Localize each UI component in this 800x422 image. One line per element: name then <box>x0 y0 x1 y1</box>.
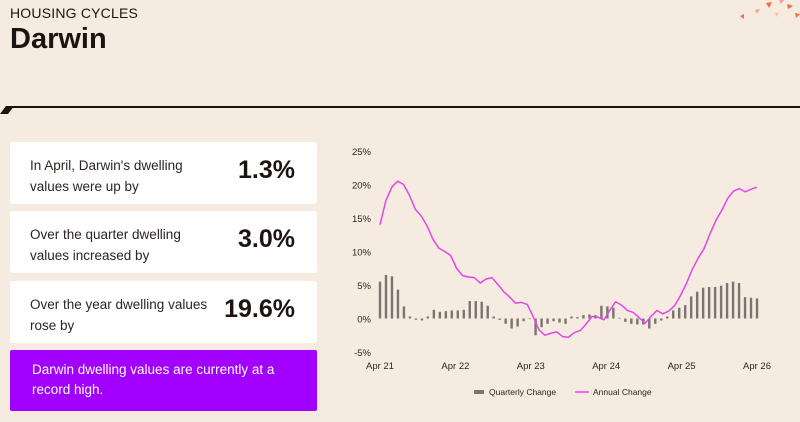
annual-change-line <box>379 180 758 339</box>
quarterly-change-bar <box>444 311 448 319</box>
quarterly-change-bar <box>755 298 759 319</box>
quarterly-change-bar <box>516 318 519 327</box>
quarterly-change-bar <box>612 307 615 319</box>
quarterly-change-bar <box>522 318 525 322</box>
quarterly-change-bar <box>420 318 424 321</box>
quarterly-change-bar <box>648 318 651 329</box>
section-eyebrow: HOUSING CYCLES <box>10 5 139 21</box>
quarterly-change-bar <box>510 318 513 329</box>
quarterly-change-bar <box>534 318 537 336</box>
y-tick-label: 20% <box>352 181 372 192</box>
quarterly-change-bar <box>672 310 675 319</box>
x-tick-label: Apr 22 <box>441 361 469 372</box>
quarterly-change-bar <box>384 274 388 319</box>
quarterly-change-bar <box>450 310 454 319</box>
confetti-decoration <box>740 0 800 19</box>
quarterly-change-bar <box>408 316 412 319</box>
quarterly-change-bar <box>378 281 382 319</box>
quarterly-change-bar <box>414 318 418 320</box>
y-tick-label: 25% <box>352 147 372 158</box>
quarterly-change-bar <box>695 291 699 319</box>
quarterly-change-bar <box>486 305 489 319</box>
stat-text: Over the quarter dwelling values increas… <box>30 227 181 263</box>
quarterly-change-bar <box>630 318 633 324</box>
quarterly-change-bar <box>582 315 585 319</box>
quarterly-change-bar <box>624 318 627 322</box>
quarterly-change-bar <box>540 318 543 328</box>
quarterly-change-bar <box>678 307 681 319</box>
record-high-callout: Darwin dwelling values are currently at … <box>10 350 317 411</box>
quarterly-change-bar <box>636 318 639 325</box>
quarterly-change-bar <box>594 315 597 319</box>
quarterly-change-bar <box>707 287 711 319</box>
quarterly-change-bar <box>474 301 477 319</box>
quarterly-change-bar <box>564 318 567 324</box>
quarterly-change-bar <box>438 311 442 319</box>
stat-text: In April, Darwin's dwelling values were … <box>30 158 183 194</box>
y-tick-label: 10% <box>352 248 372 259</box>
quarterly-change-bar <box>462 309 465 319</box>
y-tick-label: 15% <box>352 214 372 225</box>
quarterly-change-bar <box>600 305 603 319</box>
quarterly-change-bar <box>683 305 687 319</box>
quarterly-change-bar <box>606 306 609 319</box>
quarterly-change-bar <box>456 310 459 319</box>
quarterly-change-bar <box>725 282 729 319</box>
quarterly-change-bar <box>618 317 621 319</box>
quarterly-change-bar <box>546 318 549 324</box>
quarterly-change-bar <box>743 297 747 319</box>
quarterly-change-bar <box>468 301 471 319</box>
page-title: Darwin <box>10 23 107 55</box>
y-tick-label: 0% <box>357 315 371 326</box>
quarterly-change-bar <box>701 287 705 319</box>
header-divider <box>0 106 800 114</box>
quarterly-change-bar <box>749 297 753 319</box>
x-tick-label: Apr 21 <box>366 361 394 372</box>
quarterly-change-bar <box>737 282 741 319</box>
quarterly-change-bar <box>660 318 663 321</box>
quarterly-change-bar <box>731 281 735 319</box>
quarterly-change-bar <box>390 276 394 319</box>
quarterly-change-bar <box>426 316 430 319</box>
quarterly-change-bar <box>588 314 591 319</box>
quarterly-change-bar <box>528 318 531 320</box>
quarterly-change-bar <box>498 318 501 320</box>
quarterly-change-bar <box>492 316 495 319</box>
legend-swatch-quarterly <box>474 390 484 394</box>
quarterly-change-bar <box>666 316 669 319</box>
quarterly-change-bar <box>432 309 436 319</box>
quarterly-change-bar <box>719 285 723 319</box>
stat-value: 3.0% <box>238 225 295 253</box>
y-tick-label: 5% <box>357 281 371 292</box>
legend-label-quarterly: Quarterly Change <box>489 387 556 397</box>
quarterly-change-bar <box>504 318 507 324</box>
stat-text: Over the year dwelling values rose by <box>30 297 208 333</box>
quarterly-change-bar <box>480 301 483 319</box>
stat-card-quarter: Over the quarter dwelling values increas… <box>10 211 317 273</box>
stat-value: 19.6% <box>224 295 295 323</box>
stat-card-year: Over the year dwelling values rose by 19… <box>10 281 317 343</box>
quarterly-change-bar <box>570 316 573 319</box>
quarterly-change-bar <box>396 289 400 319</box>
stat-value: 1.3% <box>238 156 295 184</box>
quarterly-change-bar <box>558 318 561 323</box>
legend-label-annual: Annual Change <box>593 387 652 397</box>
quarterly-change-bar <box>654 318 657 324</box>
quarterly-change-bar <box>576 317 579 319</box>
x-tick-label: Apr 24 <box>592 361 620 372</box>
quarterly-change-bar <box>713 287 717 319</box>
quarterly-change-bar <box>402 306 406 319</box>
x-tick-label: Apr 23 <box>517 361 545 372</box>
quarterly-change-bar <box>689 296 693 319</box>
x-tick-label: Apr 26 <box>743 361 771 372</box>
y-tick-label: -5% <box>354 348 371 359</box>
stat-card-month: In April, Darwin's dwelling values were … <box>10 142 317 204</box>
quarterly-change-bar <box>552 318 555 322</box>
x-tick-label: Apr 25 <box>668 361 696 372</box>
quarterly-change-bar <box>642 318 645 325</box>
